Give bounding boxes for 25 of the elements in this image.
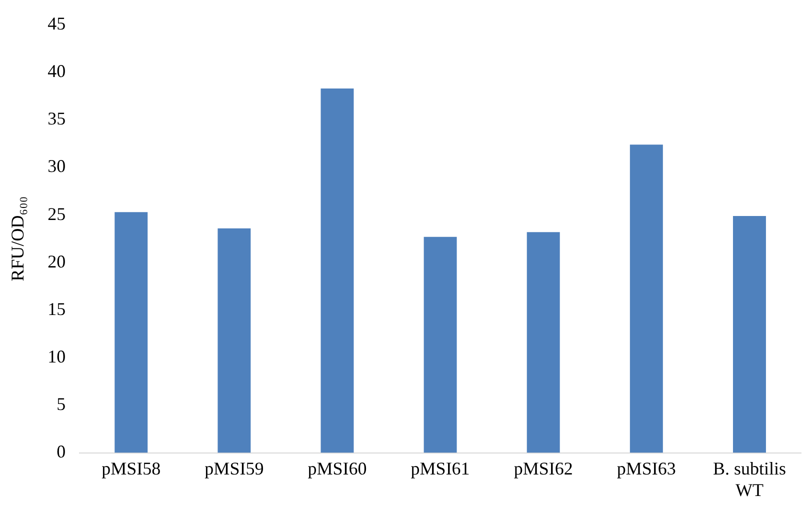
bar: [630, 144, 663, 453]
x-tick-label: pMSI59: [204, 458, 264, 478]
y-tick-label: 15: [48, 298, 66, 319]
y-tick-label: 25: [48, 204, 66, 224]
y-axis-title: RFU/OD₆₀₀: [8, 196, 28, 282]
y-tick-label: 30: [48, 156, 66, 176]
bar: [114, 212, 148, 453]
y-tick-label: 10: [48, 346, 66, 366]
y-tick-label: 0: [56, 442, 66, 462]
x-tick-label: pMSI62: [514, 458, 573, 478]
bar: [218, 228, 251, 453]
bar: [320, 88, 354, 453]
x-tick-label: pMSI60: [308, 458, 367, 478]
bar: [526, 232, 560, 453]
y-tick-label: 5: [56, 394, 66, 414]
y-tick-label: 20: [48, 251, 66, 272]
y-tick-label: 35: [48, 108, 66, 129]
x-tick-label: B. subtilis WT: [712, 458, 786, 500]
x-tick-label: pMSI61: [410, 458, 470, 478]
y-tick-label: 40: [48, 61, 66, 82]
y-tick-label: 45: [48, 14, 66, 34]
bar: [732, 216, 766, 453]
x-tick-label: pMSI63: [616, 458, 676, 478]
x-tick-label: pMSI58: [102, 458, 161, 478]
bar: [424, 236, 457, 453]
